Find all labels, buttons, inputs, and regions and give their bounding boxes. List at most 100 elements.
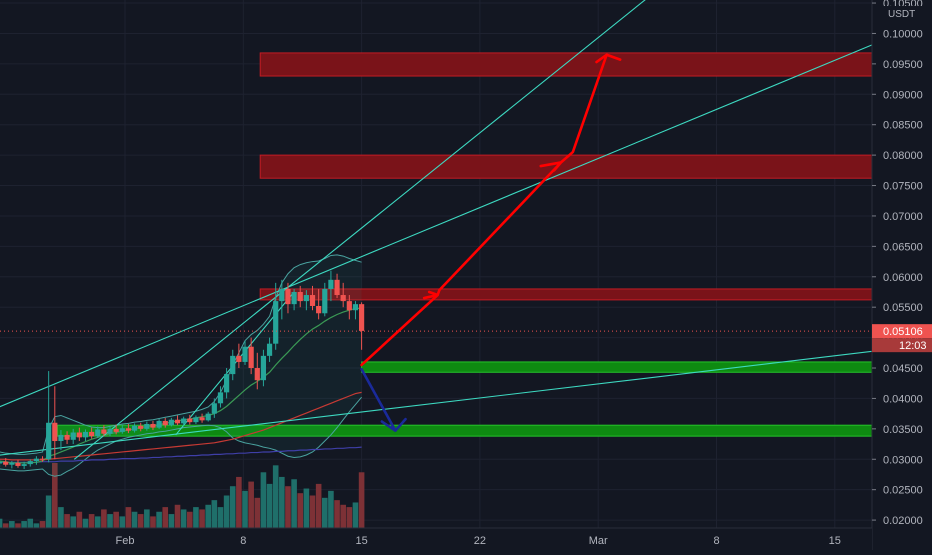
volume-bar [162, 507, 169, 528]
time-axis-background [0, 528, 872, 550]
quote-currency-badge [884, 6, 924, 20]
volume-bar [33, 523, 40, 528]
candle-body [76, 432, 82, 438]
volume-bar [64, 514, 70, 528]
candle-body [58, 434, 64, 442]
candle-body [138, 425, 144, 429]
volume-bar [125, 507, 132, 528]
candle-body [64, 434, 70, 440]
volume-bar [346, 507, 353, 528]
volume-bar [309, 495, 316, 528]
volume-bar [27, 518, 34, 528]
candle-body [162, 420, 168, 426]
candle-body [174, 419, 181, 424]
price-tick-label: 0.06500 [883, 241, 923, 253]
price-axis: 0.10500 0.10000 0.09500 0.09000 0.08500 0.080… [871, 0, 932, 550]
volume-bar [2, 523, 9, 528]
candle-body [0, 461, 3, 464]
candle-body [9, 462, 15, 465]
price-tick-label: 0.08500 [883, 120, 923, 132]
volume-bar [101, 509, 107, 528]
price-tick-label: 0.08000 [883, 150, 923, 162]
candle-body [279, 288, 285, 302]
time-tick-label: 8 [713, 535, 719, 547]
lower-rising-trendline [0, 343, 932, 456]
price-tick-label: 0.09000 [883, 89, 923, 101]
candle-body [230, 355, 236, 375]
candle-body [266, 343, 273, 356]
volume-bar [315, 483, 322, 528]
volume-bar [137, 514, 144, 528]
volume-bar [186, 511, 193, 528]
candle-body [15, 462, 21, 466]
candle-body [334, 279, 340, 296]
volume-bar [58, 507, 64, 528]
candle-body [156, 420, 162, 428]
volume-bar [113, 511, 119, 528]
candle-body [181, 418, 187, 424]
candle-body [144, 423, 150, 429]
quote-currency-label: USDT [888, 9, 915, 20]
price-tick-label: 0.04000 [883, 393, 923, 405]
candle-body [193, 417, 199, 423]
bearish-path-arrow [360, 367, 407, 432]
candle-body [359, 304, 365, 331]
volume-bar [15, 523, 21, 528]
candle-body [291, 291, 297, 305]
candle-body [131, 425, 138, 431]
current-price-label: 0.05106 [883, 326, 923, 338]
volume-bar [0, 518, 3, 528]
volume-bar [242, 490, 248, 528]
volume-bar [39, 521, 46, 528]
candle-body [273, 301, 279, 344]
volume-bar [321, 497, 328, 528]
price-axis-background [872, 0, 932, 550]
candle-body [199, 417, 205, 421]
volume-bar [291, 479, 297, 528]
candle-body [211, 403, 217, 414]
time-tick-label: Mar [589, 535, 608, 547]
volume-bars [0, 463, 365, 528]
volume-bar [45, 495, 52, 528]
time-axis: 25Feb81522Mar815 [0, 527, 872, 550]
volume-bar [119, 516, 126, 528]
price-tick-label: 0.06000 [883, 272, 923, 284]
candle-body [242, 346, 248, 362]
volume-bar [248, 481, 254, 528]
candle-body [303, 295, 309, 302]
main-rising-trendline [0, 19, 932, 408]
candle-body [260, 355, 267, 381]
price-tick-label: 0.10000 [883, 28, 923, 40]
candle-body [119, 428, 125, 432]
price-tick-label: 0.07500 [883, 181, 923, 193]
time-tick-label: 15 [355, 535, 367, 547]
candle-body [248, 346, 254, 369]
volume-bar [70, 516, 77, 528]
candle-body [82, 431, 89, 438]
volume-bar [52, 463, 58, 528]
volume-bar [285, 486, 291, 528]
price-tick-label: 0.02000 [883, 515, 923, 527]
volume-bar [193, 507, 199, 528]
volume-bar [358, 472, 365, 528]
price-tick-label: 0.03000 [883, 454, 923, 466]
candle-body [236, 355, 242, 362]
volume-bar [297, 493, 304, 528]
volume-bar [211, 500, 218, 528]
candle-body [27, 461, 33, 465]
candle-body [254, 368, 260, 381]
volume-bar [21, 521, 27, 528]
volume-bar [144, 509, 150, 528]
candle-body [346, 301, 352, 311]
candle-body [95, 429, 101, 437]
candle-body [46, 422, 52, 460]
support-zone [361, 361, 873, 373]
candle-body [297, 291, 303, 302]
volume-bar [334, 500, 340, 528]
volume-bar [328, 490, 334, 528]
bollinger-lower-line [0, 396, 362, 477]
price-tick-label: 0.09500 [883, 59, 923, 71]
